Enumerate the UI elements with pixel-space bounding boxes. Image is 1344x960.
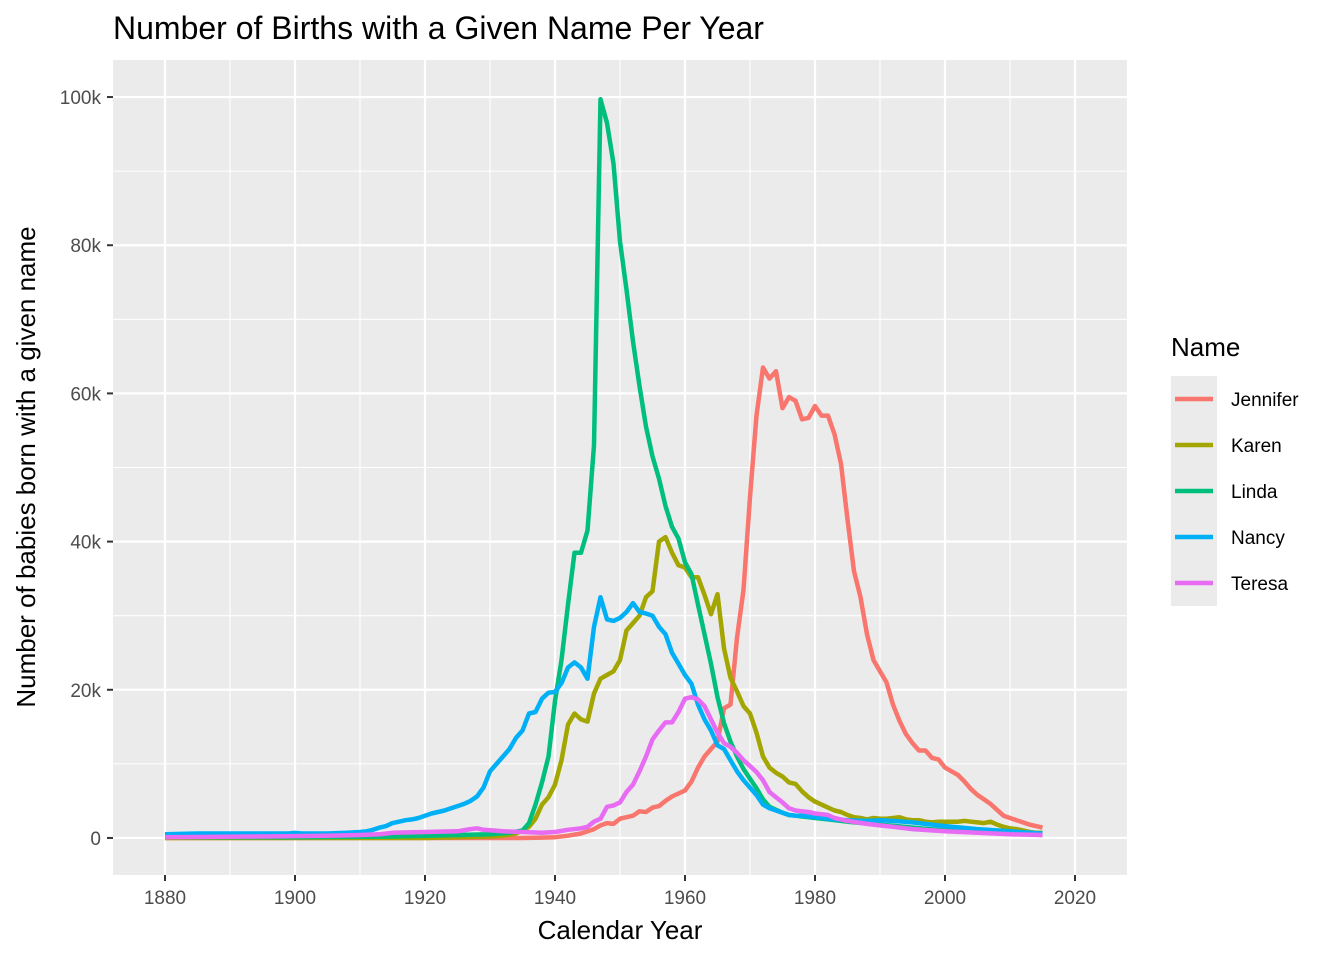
x-tick-label: 1920 [404, 888, 446, 909]
legend-label-nancy: Nancy [1231, 528, 1285, 549]
x-tick-label: 1980 [794, 888, 836, 909]
legend-title: Name [1171, 332, 1240, 362]
y-axis-title: Number of babies born with a given name [11, 226, 41, 707]
x-tick-label: 1940 [534, 888, 576, 909]
x-axis: 1880 1900 1920 1940 1960 1980 2000 2020 [144, 875, 1096, 909]
series-line-jennifer [165, 365, 1044, 841]
y-tick-label: 80k [70, 236, 101, 257]
y-tick-label: 60k [70, 384, 101, 405]
legend-label-teresa: Teresa [1231, 574, 1288, 595]
y-tick-label: 20k [70, 681, 101, 702]
legend: Name Jennifer Karen Linda Nancy Teresa [1171, 332, 1299, 606]
chart-title: Number of Births with a Given Name Per Y… [113, 10, 764, 46]
series-line-teresa [164, 694, 1043, 840]
x-tick-label: 2000 [924, 888, 966, 909]
legend-label-karen: Karen [1231, 436, 1282, 457]
y-tick-label: 0 [90, 829, 101, 850]
series-line-nancy [164, 594, 1043, 837]
series-line-karen [165, 534, 1043, 841]
y-axis: 0 20k 40k 60k 80k 100k [60, 88, 113, 850]
x-tick-label: 2020 [1054, 888, 1096, 909]
x-axis-title: Calendar Year [538, 915, 703, 945]
x-tick-label: 1960 [664, 888, 706, 909]
legend-label-jennifer: Jennifer [1231, 390, 1299, 411]
x-tick-label: 1880 [144, 888, 186, 909]
y-tick-label: 40k [70, 533, 101, 554]
x-tick-label: 1900 [274, 888, 316, 909]
y-tick-label: 100k [60, 88, 102, 109]
legend-label-linda: Linda [1231, 482, 1278, 503]
series-lines [164, 97, 1044, 841]
grid-minor [113, 60, 1127, 875]
